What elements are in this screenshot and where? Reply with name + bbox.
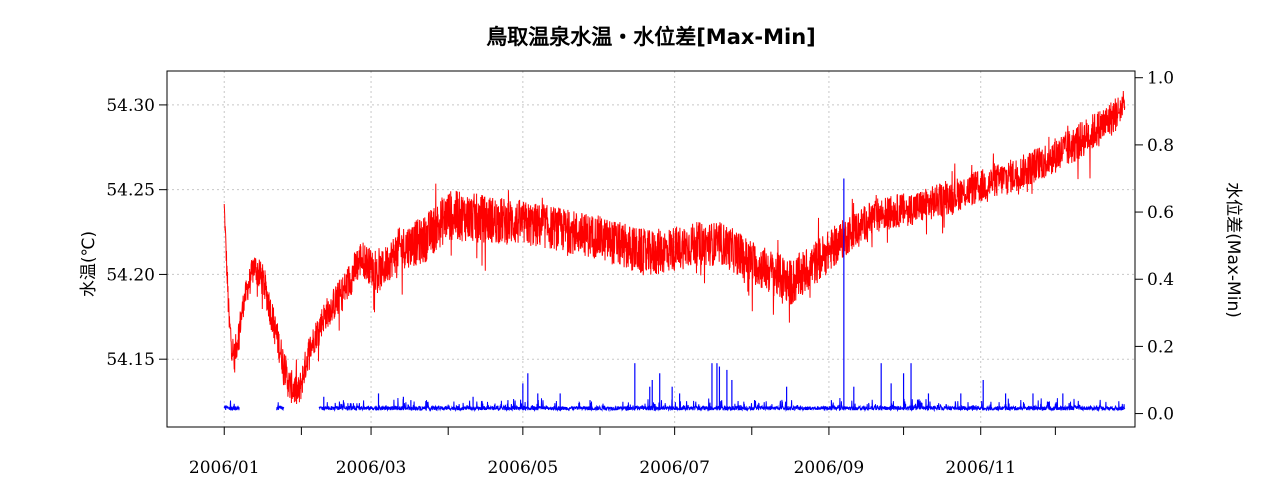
plot-frame: [166, 70, 1136, 428]
y2-tick-label: 0.0: [1147, 405, 1174, 425]
y2-tick-label: 0.4: [1147, 270, 1174, 290]
y2-tick-label: 0.8: [1147, 136, 1174, 156]
temperature-line: [223, 90, 1126, 405]
water-level-line: [321, 397, 1126, 413]
x-tick-label: 2006/09: [794, 458, 865, 478]
water-level-line: [228, 405, 237, 411]
y2-axis-label: 水位差(Max-Min): [1223, 182, 1243, 318]
x-tick-label: 2006/11: [945, 458, 1016, 478]
y-tick-label: 54.20: [106, 265, 155, 285]
x-tick-label: 2006/07: [639, 458, 710, 478]
x-tick-label: 2006/01: [189, 458, 260, 478]
chart-title: 鳥取温泉水温・水位差[Max-Min]: [486, 25, 816, 49]
water-level-line: [276, 402, 285, 411]
y2-tick-label: 0.6: [1147, 203, 1174, 223]
x-tick-label: 2006/05: [488, 458, 559, 478]
y-axis-label: 水温(℃): [79, 231, 99, 297]
y-tick-label: 54.25: [106, 181, 155, 201]
y-tick-label: 54.15: [106, 350, 155, 370]
y2-tick-label: 0.2: [1147, 337, 1174, 357]
x-tick-label: 2006/03: [336, 458, 407, 478]
series-layer: [223, 90, 1126, 413]
water-level-line: [318, 405, 322, 411]
y2-tick-label: 1.0: [1147, 69, 1174, 89]
y-tick-label: 54.30: [106, 96, 155, 116]
axes: 2006/01 2006/03 2006/05 2006/07 2006/09 2006/…: [106, 69, 1174, 478]
